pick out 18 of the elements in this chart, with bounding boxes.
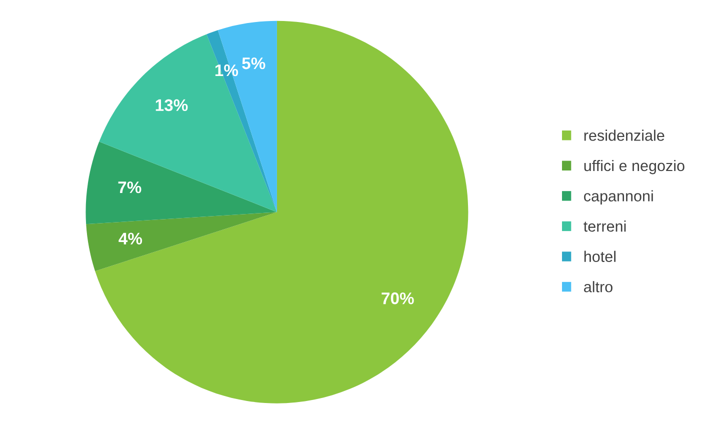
legend-label: capannoni (584, 190, 653, 204)
pie-slice (86, 212, 277, 272)
data-label: 4% (118, 232, 142, 244)
pie-slice (95, 20, 468, 404)
data-label: 13% (156, 99, 188, 112)
legend-label: residenziale (584, 130, 664, 141)
pie-slice (218, 20, 277, 212)
legend-label: uffici e negozio (584, 160, 684, 174)
legend-label: terreni (584, 220, 626, 232)
legend-label: hotel (584, 250, 616, 262)
data-label: 5% (242, 57, 266, 70)
data-label: 7% (118, 181, 142, 194)
data-label: 70% (382, 292, 414, 304)
data-label: 1% (215, 64, 238, 76)
pie-slice (206, 30, 277, 212)
legend-label: altro (584, 281, 612, 292)
pie-slice (86, 142, 277, 224)
pie-slice (99, 34, 277, 212)
